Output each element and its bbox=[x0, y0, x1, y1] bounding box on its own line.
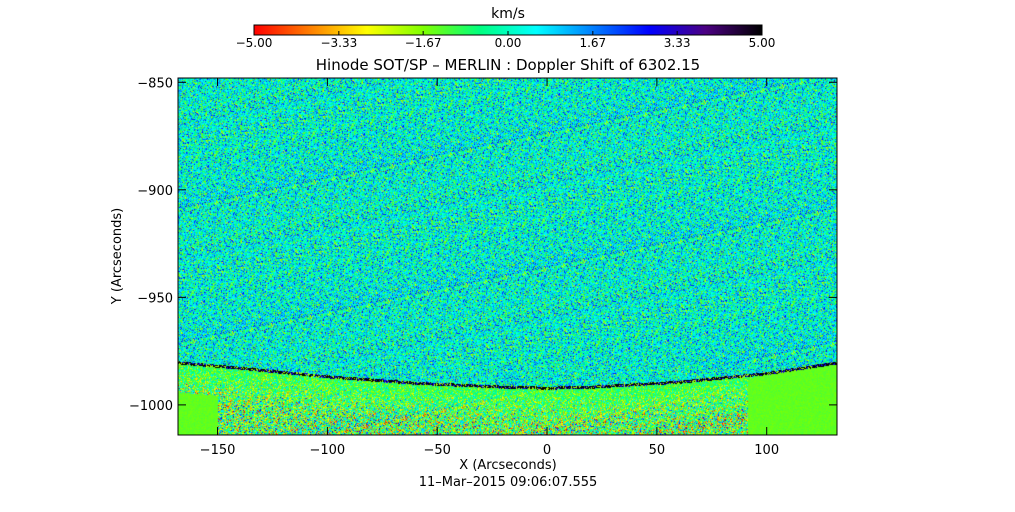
colorbar-tick-label: −5.00 bbox=[236, 36, 273, 50]
x-tick-label: 100 bbox=[754, 443, 779, 458]
doppler-map bbox=[178, 78, 837, 435]
chart-title: Hinode SOT/SP – MERLIN : Doppler Shift o… bbox=[316, 56, 700, 74]
colorbar-tick-label: 5.00 bbox=[749, 36, 776, 50]
x-tick-label: −150 bbox=[200, 443, 236, 458]
plot-frame bbox=[177, 77, 838, 436]
y-axis-label: Y (Arcseconds) bbox=[110, 208, 125, 305]
x-axis: −150 −100 −50 0 50 100 bbox=[200, 78, 779, 458]
colorbar-ticks: −5.00 −3.33 −1.67 0.00 1.67 3.33 5.00 bbox=[236, 31, 776, 50]
timestamp: 11–Mar–2015 09:06:07.555 bbox=[419, 475, 598, 490]
colorbar-tick-label: 0.00 bbox=[495, 36, 522, 50]
colorbar-tick-label: −3.33 bbox=[320, 36, 357, 50]
y-tick-label: −850 bbox=[137, 76, 173, 91]
y-tick-label: −950 bbox=[137, 291, 173, 306]
colorbar-label: km/s bbox=[491, 6, 525, 22]
x-tick-label: −100 bbox=[310, 443, 346, 458]
x-tick-label: 0 bbox=[543, 443, 551, 458]
colorbar-tick-label: 1.67 bbox=[579, 36, 606, 50]
colorbar-tick-label: 3.33 bbox=[664, 36, 691, 50]
y-tick-label: −1000 bbox=[129, 399, 173, 414]
x-axis-label: X (Arcseconds) bbox=[459, 458, 556, 473]
x-tick-label: −50 bbox=[423, 443, 450, 458]
colorbar-tick-label: −1.67 bbox=[405, 36, 442, 50]
y-axis: −850 −900 −950 −1000 bbox=[129, 76, 837, 414]
y-tick-label: −900 bbox=[137, 184, 173, 199]
x-tick-label: 50 bbox=[649, 443, 666, 458]
